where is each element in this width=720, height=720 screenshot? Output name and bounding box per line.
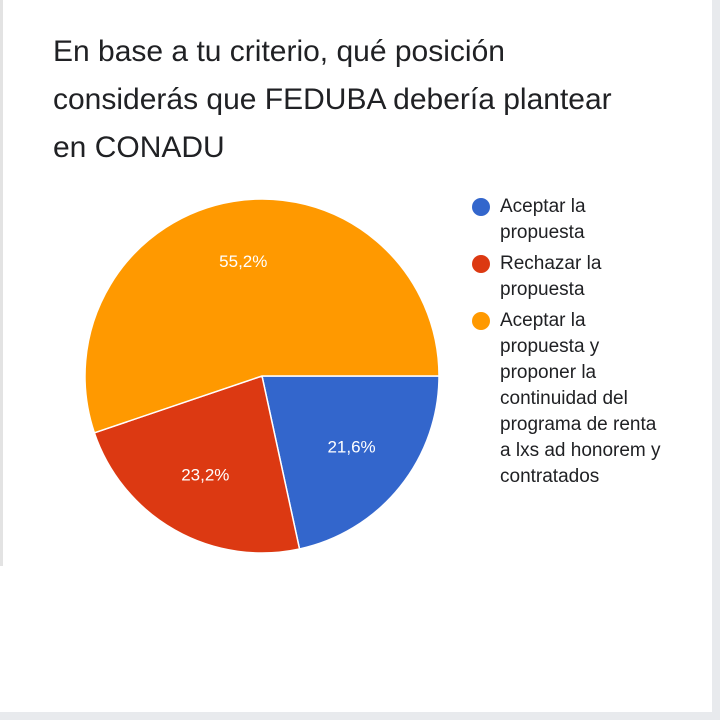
- question-title: En base a tu criterio, qué posición cons…: [53, 35, 612, 158]
- page-edge-bottom: [0, 712, 720, 720]
- legend-item-1: Aceptar la propuesta: [470, 194, 670, 246]
- legend-item-2: Rechazar la propuesta: [470, 251, 670, 303]
- legend-label: Rechazar la propuesta: [500, 253, 602, 300]
- legend-marker-icon: [472, 312, 490, 330]
- pie-slice-2-value-label: 23,2%: [181, 466, 229, 485]
- chart-legend: Aceptar la propuesta Rechazar la propuest…: [470, 194, 670, 495]
- legend-item-3: Aceptar la propuesta y proponer la conti…: [470, 308, 670, 490]
- page-edge-right: [712, 0, 720, 720]
- pie-slice-1-value-label: 21,6%: [327, 438, 375, 457]
- card-border-left: [0, 0, 3, 566]
- pie-slice-3: [84, 198, 440, 434]
- pie-slice-2: [93, 375, 301, 554]
- legend-marker-icon: [472, 255, 490, 273]
- pie-slice-3-value-label: 55,2%: [219, 252, 267, 271]
- legend-label: Aceptar la propuesta: [500, 196, 586, 243]
- legend-marker-icon: [472, 198, 490, 216]
- legend-label: Aceptar la propuesta y proponer la conti…: [500, 310, 661, 487]
- pie-slice-1: [261, 375, 440, 550]
